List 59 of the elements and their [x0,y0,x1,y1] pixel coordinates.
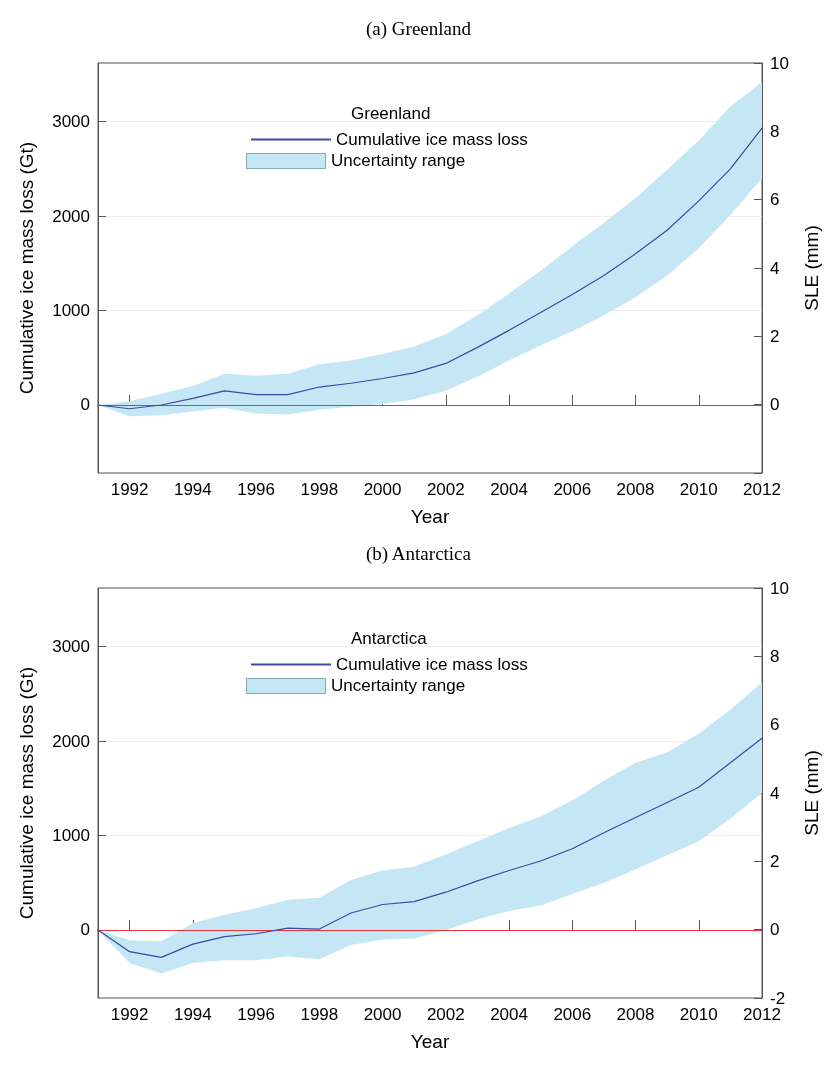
legend-title: Greenland [351,104,431,123]
x-tick-label: 2006 [553,480,592,499]
y2-axis-title: SLE (mm) [801,225,822,311]
y-tick-label: 2000 [52,206,90,226]
y2-tick-label: 6 [770,190,780,210]
x-tick-label: 1996 [237,480,276,499]
legend-label: Cumulative ice mass loss [336,130,528,149]
y2-tick-label: 8 [770,646,780,666]
y2-tick-label: 6 [770,715,780,735]
y-axis-title: Cumulative ice mass loss (Gt) [16,666,37,920]
y-tick-label: 0 [80,920,90,940]
x-tick-label: 2010 [679,480,718,499]
y-tick-label: 1000 [52,301,90,321]
x-tick-label: 1998 [300,480,339,499]
x-tick-label: 1992 [110,480,149,499]
x-tick-label: 2012 [743,1005,781,1024]
x-tick-label: 2002 [426,1005,465,1024]
x-axis-title: Year [410,506,450,527]
x-axis-title: Year [410,1031,450,1052]
y-axis-title: Cumulative ice mass loss (Gt) [16,141,37,395]
y2-tick-label: 4 [770,783,780,803]
x-tick-label: 2004 [490,480,528,499]
x-tick-label: 2008 [616,1005,655,1024]
chart-title: (a) Greenland [366,18,472,40]
y2-tick-label: 10 [770,53,789,73]
y2-tick-label: -2 [770,988,786,1008]
x-tick-label: 2006 [553,1005,592,1024]
y2-tick-label: 0 [770,920,780,940]
line-series [97,127,763,410]
x-tick-label: 2012 [743,480,781,499]
annotation: Uncertainty range [331,676,466,695]
y2-tick-label: 2 [770,851,780,871]
x-tick-label: 2010 [679,1005,718,1024]
x-tick-label: 1996 [237,1005,276,1024]
y2-tick-label: 8 [770,121,780,141]
chart-title: (b) Antarctica [366,543,472,565]
legend-label: Cumulative ice mass loss [336,655,528,674]
x-tick-label: 1992 [110,1005,149,1024]
x-tick-label: 2000 [363,480,402,499]
y-tick-label: 1000 [52,826,90,846]
annotation: Uncertainty range [331,151,466,170]
x-tick-label: 2004 [490,1005,528,1024]
x-tick-label: 1994 [173,1005,212,1024]
legend-title: Antarctica [351,629,428,648]
x-tick-label: 1998 [300,1005,339,1024]
y-tick-label: 3000 [52,112,90,132]
y2-tick-label: 10 [770,578,789,598]
x-tick-label: 2000 [363,1005,402,1024]
y2-tick-label: 0 [770,395,780,415]
y-tick-label: 3000 [52,637,90,657]
y2-tick-label: 2 [770,326,780,346]
line-series [97,737,763,958]
x-tick-label: 2002 [426,480,465,499]
y2-tick-label: 4 [770,258,780,278]
y-tick-label: 2000 [52,731,90,751]
x-tick-label: 1994 [173,480,212,499]
y2-axis-title: SLE (mm) [801,750,822,836]
x-tick-label: 2008 [616,480,655,499]
y-tick-label: 0 [80,395,90,415]
